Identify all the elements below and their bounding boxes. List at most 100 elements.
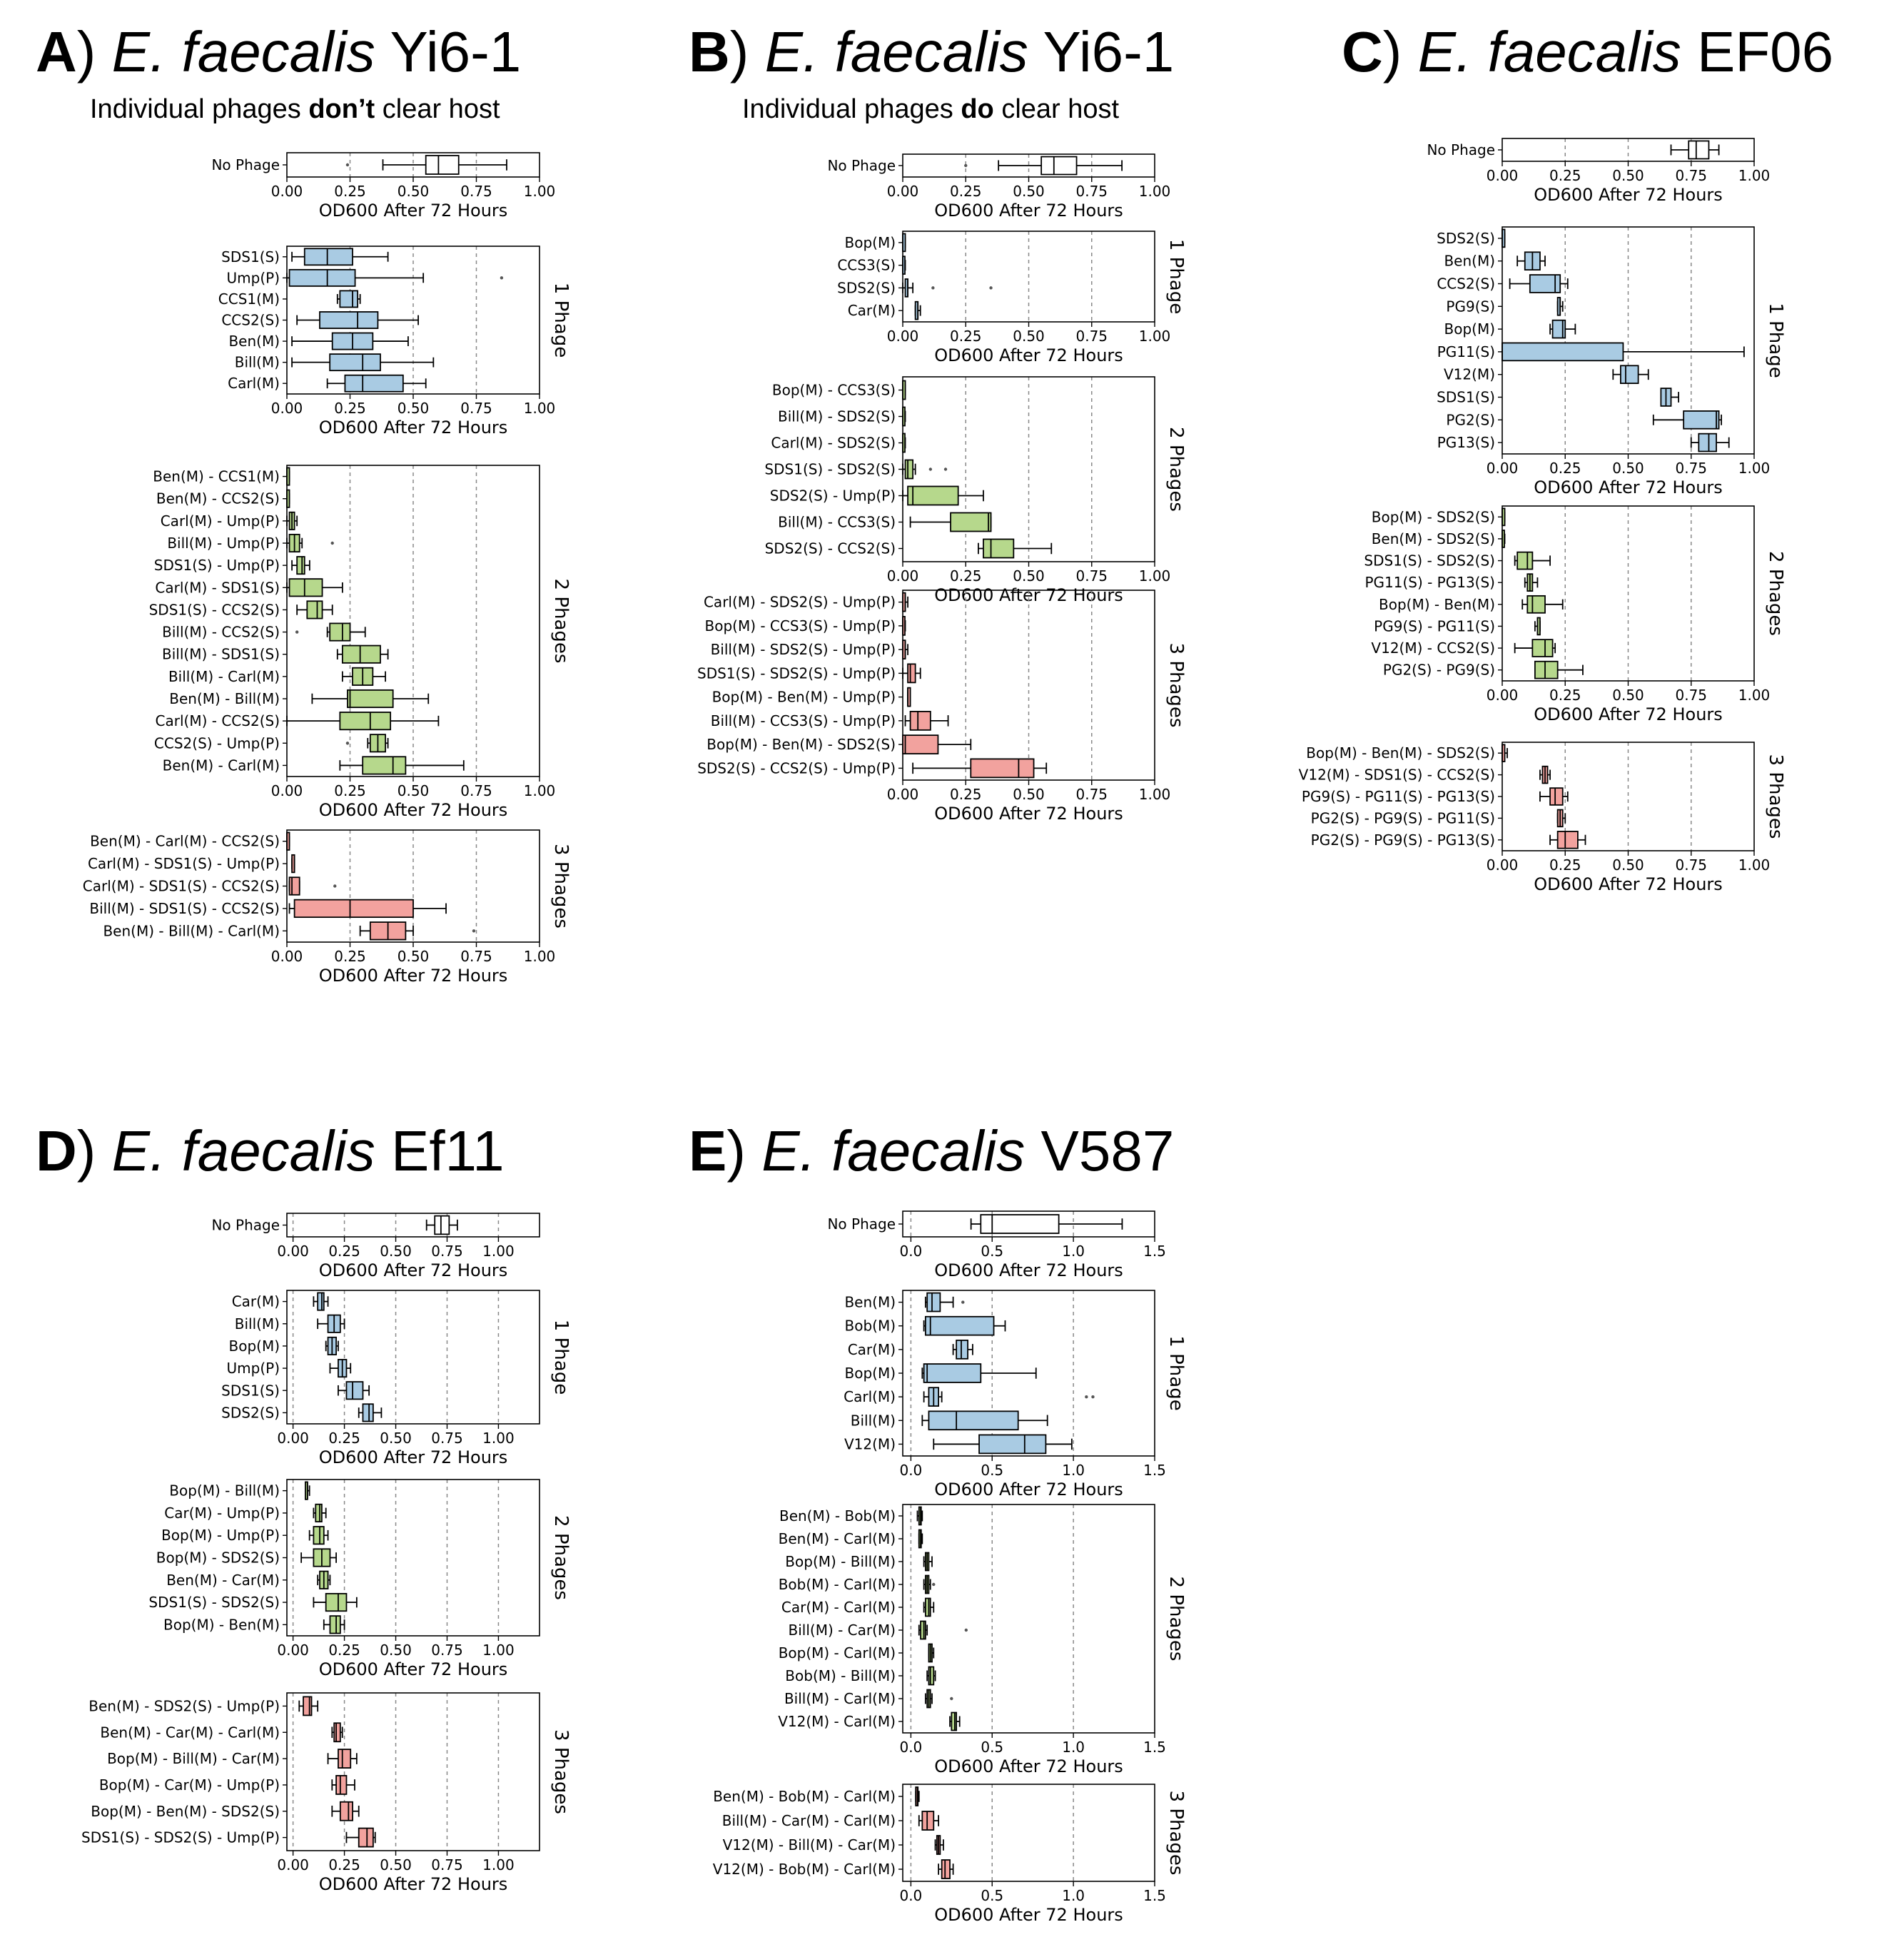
- box-row: Bop(M) - Ben(M) - SDS2(S): [91, 1801, 360, 1821]
- category-label: SDS2(S): [1437, 230, 1495, 247]
- category-label: Ben(M) - Carl(M): [163, 757, 280, 774]
- axes-frame: [902, 1784, 1155, 1882]
- box-row: Bop(M) - Carl(M): [779, 1643, 935, 1663]
- box: [339, 290, 359, 308]
- category-label: Bop(M) - SDS2(S): [1372, 508, 1495, 525]
- box-row: CCS1(M): [218, 290, 361, 308]
- box-row: Bill(M) - Carl(M): [168, 667, 386, 686]
- category-label: Carl(M) - Ump(P): [161, 512, 280, 530]
- box-row: SDS1(S): [221, 1381, 370, 1400]
- x-tick-label: 0.00: [271, 782, 303, 799]
- x-axis-label: OD600 After 72 Hours: [934, 1260, 1123, 1280]
- subplot-no-phage: No Phage 0.00 0.25 0.50 0.75 1.00 OD600 After …: [211, 152, 555, 221]
- x-tick-label: 0.75: [460, 948, 492, 965]
- box: [950, 512, 992, 532]
- category-label: SDS1(S) - SDS2(S): [1364, 552, 1495, 570]
- subtitle-segment: Individual phages: [90, 94, 308, 124]
- box-row: Bill(M) - SDS2(S): [778, 406, 906, 427]
- x-tick-label: 1.00: [1139, 328, 1171, 345]
- box-row: Bill(M) - Car(M) - Carl(M): [722, 1811, 940, 1831]
- x-tick-label: 0.5: [981, 1739, 1003, 1756]
- category-label: Bob(M) - Carl(M): [779, 1576, 896, 1593]
- subplot-3-phages: Bop(M) - Ben(M) - SDS2(S) V12(M) - SDS1(S…: [1299, 742, 1786, 894]
- box-row: V12(M): [844, 1434, 1073, 1455]
- box-row: Car(M): [848, 1340, 973, 1360]
- box-row: V12(M) - Bob(M) - Carl(M): [713, 1859, 954, 1879]
- box-row: PG11(S): [1437, 342, 1745, 362]
- box: [1688, 140, 1710, 160]
- box: [928, 1666, 935, 1686]
- category-label: Ben(M) - Carl(M) - CCS2(S): [90, 833, 280, 850]
- subtitle-segment: do: [961, 94, 993, 124]
- category-label: SDS2(S): [221, 1404, 280, 1421]
- box: [347, 689, 394, 709]
- box-row: PG13(S): [1437, 433, 1730, 452]
- subtitle-segment: clear host: [994, 94, 1120, 124]
- box-row: Bill(M) - Car(M): [789, 1620, 968, 1640]
- box-row: Ben(M) - Carl(M) - CCS2(S): [90, 831, 290, 851]
- box-row: SDS1(S) - SDS2(S): [148, 1592, 358, 1612]
- category-label: SDS1(S) - Ump(P): [154, 557, 280, 574]
- box: [325, 1592, 348, 1612]
- x-tick-label: 0.75: [460, 183, 492, 200]
- category-label: Bop(M): [1444, 320, 1495, 338]
- category-label: PG2(S) - PG9(S): [1383, 662, 1495, 679]
- category-label: V12(M): [1444, 366, 1495, 383]
- x-tick-label: 0.75: [431, 1430, 463, 1447]
- x-tick-label: 0.75: [431, 1642, 463, 1659]
- box-row: Bill(M) - Carl(M): [784, 1689, 953, 1709]
- box: [425, 155, 460, 175]
- box: [339, 712, 392, 731]
- category-label: Bill(M) - CCS2(S): [162, 624, 280, 641]
- box: [909, 711, 931, 731]
- x-tick-label: 1.00: [1738, 460, 1771, 477]
- subplot-3-phages: Ben(M) - SDS2(S) - Ump(P) Ben(M) - Car(M)…: [81, 1692, 572, 1894]
- box-row: V12(M) - SDS1(S) - CCS2(S): [1299, 765, 1551, 784]
- box-row: Bill(M) - SDS1(S): [162, 644, 389, 664]
- box-row: SDS1(S) - SDS2(S): [1364, 551, 1551, 570]
- box-row: Carl(M): [844, 1387, 1095, 1407]
- category-label: Ben(M): [1444, 253, 1495, 270]
- category-label: CCS2(S): [221, 312, 280, 329]
- category-label: CCS3(S): [837, 257, 896, 274]
- panel-letter: E: [689, 1119, 726, 1183]
- box-row: Ben(M) - SDS2(S) - Ump(P): [88, 1696, 319, 1716]
- x-axis-label: OD600 After 72 Hours: [1534, 704, 1723, 724]
- x-axis-label: OD600 After 72 Hours: [934, 804, 1123, 824]
- box-row: Bop(M) - SDS2(S): [156, 1548, 337, 1567]
- box: [921, 1811, 935, 1831]
- subplot-2-phages: Bop(M) - SDS2(S) Ben(M) - SDS2(S) SDS1(S) …: [1364, 505, 1786, 724]
- box: [1040, 156, 1078, 176]
- box: [339, 1801, 353, 1821]
- x-axis-label: OD600 After 72 Hours: [1534, 185, 1723, 205]
- panel-title: D) E. faecalis Ef11: [36, 1119, 505, 1183]
- box: [362, 756, 407, 775]
- box-row: PG11(S) - PG13(S): [1364, 573, 1539, 592]
- subtitle-segment: Individual phages: [742, 94, 961, 124]
- subplot-1-phage: Ben(M) Bob(M) Car(M) Bop(M) Carl(M) Bill(M) V1…: [844, 1290, 1187, 1500]
- x-tick-label: 0.75: [431, 1243, 463, 1260]
- x-tick-label: 0.00: [1487, 460, 1519, 477]
- box-row: Ben(M): [844, 1292, 965, 1313]
- category-label: CCS2(S) - Ump(P): [154, 734, 280, 752]
- x-tick-label: 0.50: [380, 1430, 412, 1447]
- box-row: SDS2(S): [1437, 228, 1506, 248]
- box: [926, 1292, 941, 1313]
- x-tick-label: 0.25: [1549, 167, 1581, 184]
- x-tick-label: 0.00: [1487, 687, 1519, 704]
- outlier-point: [330, 541, 334, 545]
- x-tick-label: 0.0: [899, 1887, 922, 1904]
- x-tick-label: 0.50: [397, 948, 430, 965]
- x-tick-label: 0.25: [328, 1856, 360, 1873]
- category-label: Ump(P): [227, 269, 280, 286]
- outlier-point: [1091, 1395, 1095, 1399]
- box: [288, 268, 356, 287]
- box: [338, 1749, 352, 1769]
- category-label: Ben(M) - SDS2(S) - Ump(P): [88, 1697, 280, 1714]
- category-label: Bill(M) - Car(M): [789, 1622, 896, 1639]
- x-tick-label: 1.0: [1062, 1739, 1085, 1756]
- category-label: CCS1(M): [218, 290, 280, 308]
- box: [951, 1711, 958, 1731]
